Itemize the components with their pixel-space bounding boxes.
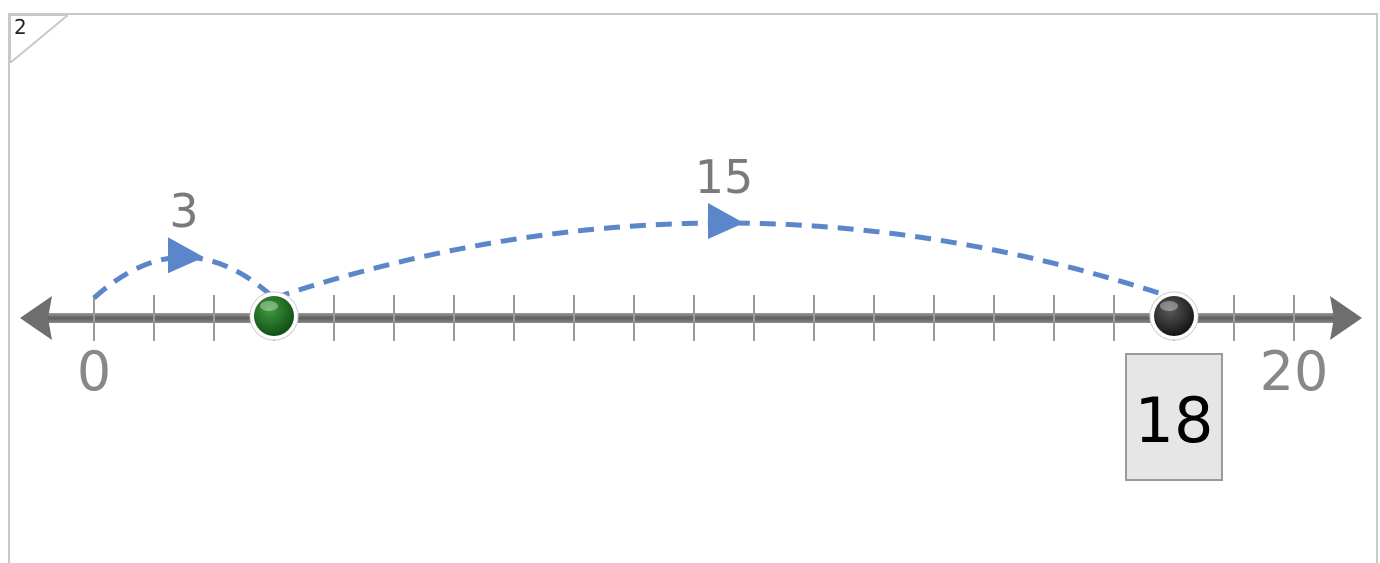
black-point[interactable] (1154, 296, 1194, 336)
jump-arc (273, 220, 1175, 301)
jump-arc (92, 254, 276, 300)
green-point[interactable] (254, 296, 294, 336)
answer-value: 18 (1135, 384, 1214, 457)
number-line-axis (44, 313, 1338, 323)
green-point-highlight (260, 301, 278, 311)
jump-label: 3 (169, 184, 198, 238)
right-arrowhead (1330, 296, 1362, 340)
min-label: 0 (77, 340, 111, 403)
left-arrowhead (20, 296, 52, 340)
jump-arrow-icon (168, 237, 204, 274)
problem-number: 2 (14, 15, 27, 39)
black-point-highlight (1160, 301, 1178, 311)
jump-arrow-icon (708, 203, 744, 239)
problem-corner-tab (10, 15, 68, 63)
answer-box[interactable] (1125, 353, 1223, 481)
max-label: 20 (1260, 340, 1329, 403)
jump-label: 15 (695, 150, 754, 204)
